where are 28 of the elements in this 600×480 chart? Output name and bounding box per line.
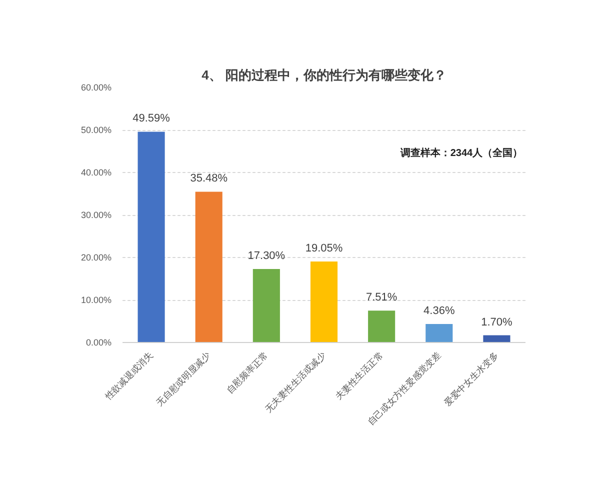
x-tick-label: 无自慰或明显减少: [154, 350, 212, 408]
y-tick-label: 40.00%: [80, 168, 112, 178]
data-label: 1.70%: [481, 316, 513, 328]
chart-title: 4、 阳的过程中，你的性行为有哪些变化？: [202, 68, 446, 82]
bar: [195, 192, 222, 342]
bar: [310, 262, 338, 342]
data-label: 19.05%: [305, 242, 343, 255]
x-tick-label: 自慰频率正常: [224, 350, 270, 396]
bar: [368, 310, 396, 342]
data-label: 17.30%: [248, 250, 286, 262]
bar: [138, 132, 165, 342]
y-tick-label: 50.00%: [80, 125, 112, 135]
data-label: 35.48%: [190, 172, 228, 185]
bar: [483, 335, 510, 342]
annotation: 调查样本：2344人（全国）: [399, 146, 523, 159]
data-label: 49.59%: [132, 112, 170, 125]
y-tick-label: 10.00%: [80, 295, 112, 305]
bar: [426, 324, 453, 342]
x-tick-label: 夫妻性生活正常: [333, 350, 386, 402]
x-tick-label: 爱爱中女生水变多: [442, 350, 500, 408]
y-tick-label: 20.00%: [80, 252, 112, 262]
x-tick-label: 性欲减退或消失: [102, 350, 155, 402]
y-tick-label: 30.00%: [80, 210, 112, 220]
y-tick-label: 0.00%: [86, 338, 112, 348]
data-label: 4.36%: [424, 304, 455, 317]
bar: [252, 268, 280, 342]
data-label: 7.51%: [366, 292, 398, 304]
y-tick-label: 60.00%: [80, 82, 112, 92]
